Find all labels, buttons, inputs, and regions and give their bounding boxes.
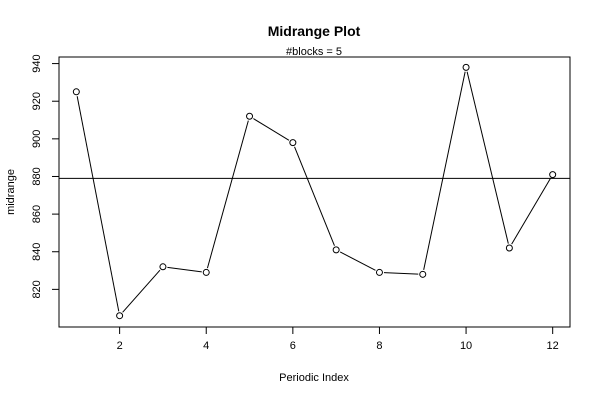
x-tick-label: 10 [460,340,472,352]
x-tick-label: 12 [547,340,559,352]
data-point [375,268,383,276]
x-tick-label: 2 [117,340,123,352]
midrange-series [72,63,557,320]
data-point [462,63,470,71]
data-point [246,112,254,120]
data-point [419,270,427,278]
y-tick-label: 920 [31,92,43,110]
x-axis: 2 4 6 8 10 12 [117,326,559,352]
series-segment [294,146,335,246]
data-point [202,268,210,276]
y-tick-label: 840 [31,243,43,261]
series-segment [253,118,290,141]
x-tick-label: 6 [290,340,296,352]
series-segment [466,71,509,244]
y-tick-label: 940 [31,54,43,72]
plot-frame [58,56,571,328]
y-tick-label: 900 [31,130,43,148]
data-point [159,263,167,271]
y-tick-label: 880 [31,167,43,185]
data-point [289,139,297,147]
data-point [505,244,513,252]
y-axis: 820 840 860 880 900 920 940 [31,54,60,299]
data-point [72,88,80,96]
series-segment [339,251,376,271]
chart-subtitle: #blocks = 5 [286,46,342,58]
y-tick-label: 820 [31,280,43,298]
series-segment [76,96,120,312]
data-point [332,246,340,254]
x-axis-label: Periodic Index [279,372,349,384]
y-axis-label: midrange [5,169,17,215]
series-segment [167,266,202,273]
x-tick-label: 4 [203,340,209,352]
x-tick-label: 8 [376,340,382,352]
data-point [549,171,557,179]
series-segment [206,120,249,269]
chart-title: Midrange Plot [268,23,361,39]
series-segment [511,178,551,245]
series-segment [383,272,419,275]
series-segment [423,71,466,271]
data-point [116,312,124,320]
y-tick-label: 860 [31,205,43,223]
series-segment [122,269,161,313]
